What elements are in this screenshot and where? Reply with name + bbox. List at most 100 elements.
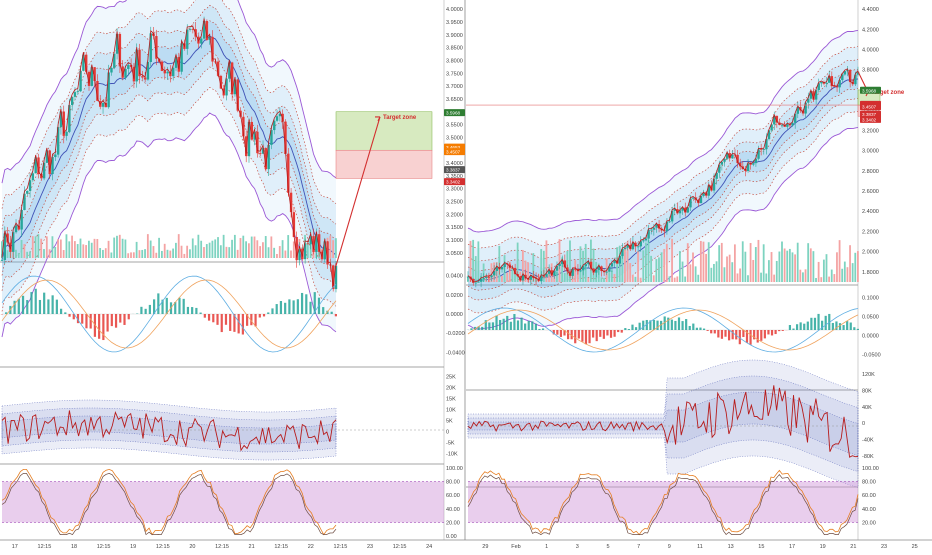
macd-histogram-bar [119, 314, 121, 323]
volume-bar [661, 252, 663, 282]
candle-body [102, 103, 104, 107]
volume-bar [276, 254, 278, 258]
macd-histogram-bar [767, 330, 769, 334]
y-tick-label: 2.4000 [862, 209, 879, 215]
macd-histogram-bar [782, 330, 784, 331]
x-tick-label: 15 [758, 544, 764, 550]
volume-bar [849, 245, 851, 282]
macd-histogram-bar [187, 307, 189, 314]
candle-body [276, 116, 278, 121]
volume-bar [40, 239, 42, 258]
macd-histogram-bar [183, 299, 185, 314]
volume-bar [752, 260, 754, 282]
macd-histogram-bar [492, 322, 494, 330]
volume-bar [161, 251, 163, 258]
volume-bar [807, 243, 809, 282]
y-tick-label: 25K [446, 375, 456, 381]
y-tick-label: 2.8000 [862, 169, 879, 175]
y-tick-label: 4.0000 [446, 7, 463, 13]
x-tick-label: 18 [71, 544, 77, 550]
y-tick-label: 80K [862, 388, 872, 394]
volume-bar [778, 252, 780, 282]
target-zone-loss [336, 150, 432, 178]
macd-histogram-bar [60, 309, 62, 314]
volume-bar [200, 241, 202, 258]
volume-bar [242, 236, 244, 258]
y-tick-label: 100.00 [862, 466, 879, 472]
volume-bar [147, 234, 149, 258]
candle-body [141, 76, 143, 77]
macd-histogram-bar [656, 321, 658, 330]
volume-bar [737, 273, 739, 282]
candle-body [763, 149, 765, 150]
volume-bar [820, 277, 822, 282]
macd-histogram-bar [825, 316, 827, 330]
macd-histogram-bar [81, 314, 83, 324]
macd-histogram-bar [22, 296, 24, 314]
volume-bar [475, 256, 477, 282]
candle-body [485, 277, 487, 278]
y-tick-label: 3.1500 [446, 225, 463, 231]
volume-bar [797, 243, 799, 282]
volume-bar [763, 244, 765, 282]
x-tick-label: 19 [130, 544, 136, 550]
macd-histogram-bar [606, 330, 608, 335]
volume-bar [136, 242, 138, 258]
candle-body [501, 267, 503, 269]
volume-bar [74, 241, 76, 258]
y-tick-label: 120K [862, 372, 875, 378]
volume-bar [593, 249, 595, 282]
volume-bar [470, 241, 472, 282]
macd-histogram-bar [603, 330, 605, 339]
macd-histogram-bar [111, 314, 113, 326]
x-tick-label: 1 [545, 544, 548, 550]
volume-bar [155, 253, 157, 258]
volume-bar [94, 239, 96, 258]
y-tick-label: 0.00 [446, 534, 457, 540]
volume-bar [32, 236, 34, 258]
volume-bar [642, 250, 644, 282]
volume-bar [828, 277, 830, 282]
volume-bar [71, 236, 73, 258]
macd-histogram-bar [696, 328, 698, 330]
candle-body [110, 68, 112, 73]
macd-histogram-bar [157, 293, 159, 314]
macd-histogram-bar [166, 298, 168, 314]
y-tick-label: 1.8000 [862, 270, 879, 276]
macd-histogram-bar [309, 302, 311, 314]
y-tick-label: 2.6000 [862, 189, 879, 195]
volume-bar [91, 243, 93, 258]
candle-body [606, 272, 608, 273]
volume-bar [692, 252, 694, 282]
volume-bar [231, 240, 233, 258]
candle-body [200, 39, 202, 44]
macd-histogram-bar [488, 323, 490, 330]
x-tick-label: 23 [881, 544, 887, 550]
y-tick-label: 80.00 [446, 480, 460, 486]
macd-histogram-bar [775, 330, 777, 334]
volume-bar [658, 257, 660, 282]
volume-bar [214, 239, 216, 258]
macd-histogram-bar [30, 292, 32, 314]
volume-bar [15, 250, 17, 258]
candle-body [164, 71, 166, 73]
volume-bar [755, 247, 757, 282]
macd-histogram-bar [778, 330, 780, 331]
volume-bar [105, 248, 107, 258]
macd-histogram-bar [613, 330, 615, 337]
y-tick-label: 3.8000 [446, 58, 463, 64]
volume-bar [293, 241, 295, 258]
macd-histogram-bar [853, 327, 855, 330]
candle-body [483, 278, 485, 279]
macd-histogram-bar [803, 324, 805, 330]
macd-histogram-bar [128, 314, 130, 319]
y-tick-label: -0.0200 [446, 331, 465, 337]
volume-bar [674, 278, 676, 282]
volume-bar [153, 246, 155, 258]
y-tick-label: 3.9000 [446, 33, 463, 39]
volume-bar [77, 244, 79, 258]
macd-histogram-bar [685, 319, 687, 330]
volume-bar [167, 250, 169, 258]
volume-bar [713, 264, 715, 282]
x-tick-label: 24 [426, 544, 432, 550]
